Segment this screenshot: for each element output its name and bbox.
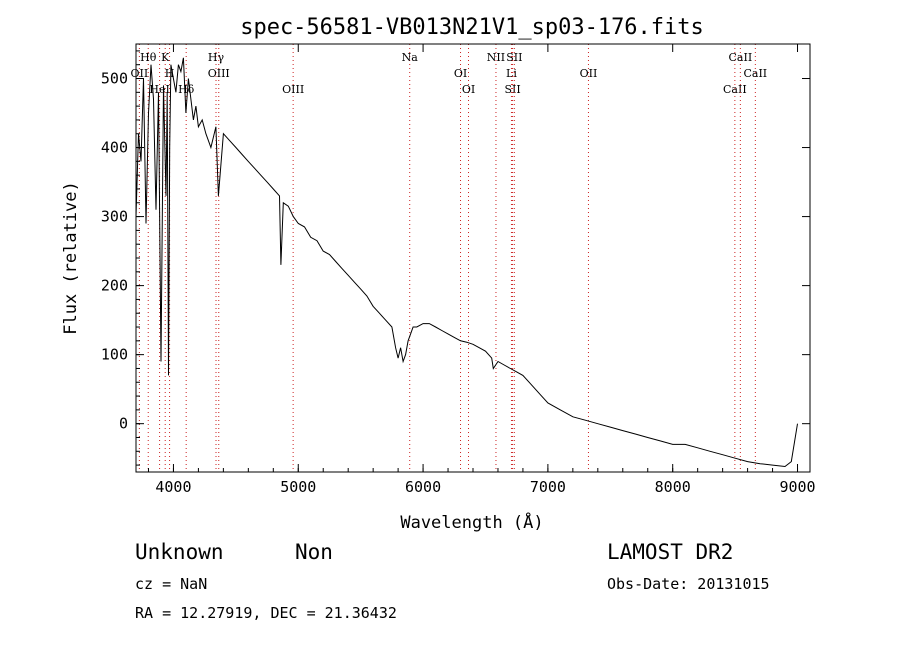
subclass-label: Non	[295, 540, 333, 564]
x-tick-label: 7000	[530, 478, 566, 496]
x-tick-label: 6000	[405, 478, 441, 496]
line-marker-label: CaII	[729, 51, 753, 64]
line-marker-label: SII	[506, 51, 522, 64]
x-tick-label: 5000	[280, 478, 316, 496]
spectrum-line	[135, 57, 798, 468]
line-marker-label: CaII	[743, 67, 767, 80]
line-marker-label: OI	[454, 67, 467, 80]
line-marker-label: HeI	[149, 83, 169, 96]
line-marker-label: Li	[506, 67, 517, 80]
y-tick-label: 400	[101, 139, 128, 157]
line-marker-label: H	[165, 67, 175, 80]
line-marker-label: OII	[131, 67, 149, 80]
line-marker-label: CaII	[723, 83, 747, 96]
y-axis: 0 100 200 300 400 500	[101, 50, 810, 466]
x-axis-label: Wavelength (Å)	[400, 511, 543, 533]
x-tick-label: 8000	[655, 478, 691, 496]
obs-date-readout: Obs-Date: 20131015	[607, 575, 770, 593]
line-marker-label: Hδ	[178, 83, 195, 96]
y-tick-label: 100	[101, 346, 128, 364]
x-tick-label: 9000	[779, 478, 815, 496]
line-marker-label: K	[161, 51, 170, 64]
line-marker-label: Hθ	[140, 51, 157, 64]
line-marker-label: Hγ	[208, 51, 225, 64]
plot-frame	[135, 43, 811, 473]
y-tick-label: 500	[101, 70, 128, 88]
y-tick-label: 200	[101, 277, 128, 295]
line-marker-label: OIII	[282, 83, 304, 96]
y-tick-label: 0	[119, 415, 128, 433]
line-marker-label: SII	[504, 83, 520, 96]
x-axis: 4000 5000 6000 7000 8000 9000	[147, 44, 816, 496]
coordinates-readout: RA = 12.27919, DEC = 21.36432	[135, 604, 397, 622]
x-tick-label: 4000	[155, 478, 191, 496]
redshift-readout: cz = NaN	[135, 575, 208, 593]
spectrum-series	[135, 57, 798, 468]
line-marker-label: Na	[402, 51, 419, 64]
y-axis-label: Flux (relative)	[61, 181, 81, 335]
line-marker-label: OII	[580, 67, 598, 80]
emission-line-markers: HθOIIHeIKHHδHγOIIIOIIINaOIOINIILiSIISIIO…	[131, 44, 767, 472]
chart-title: spec-56581-VB013N21V1_sp03-176.fits	[240, 15, 704, 40]
line-marker-label: OIII	[208, 67, 230, 80]
y-tick-label: 300	[101, 208, 128, 226]
line-marker-label: NII	[487, 51, 505, 64]
survey-label: LAMOST DR2	[607, 540, 734, 564]
line-marker-label: OI	[462, 83, 475, 96]
class-label: Unknown	[135, 540, 224, 564]
